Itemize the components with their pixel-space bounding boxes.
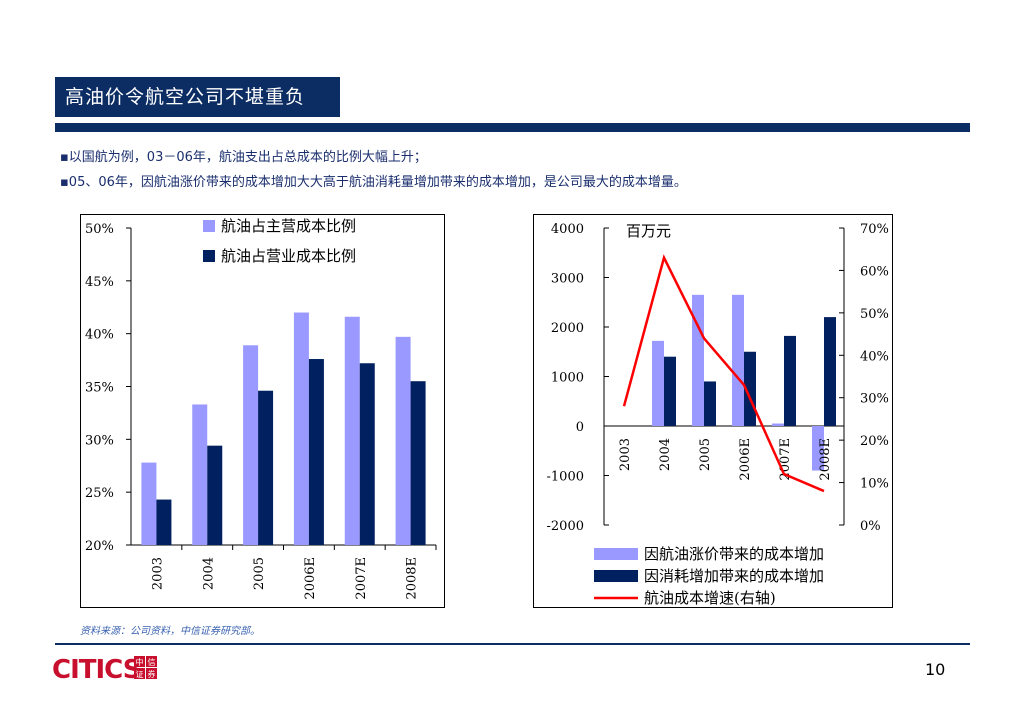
- bar-operating: [308, 359, 324, 545]
- citics-logo-svg: CITICS 中信证券: [52, 655, 157, 685]
- y-tick-label: 2000: [551, 321, 584, 336]
- y-tick-label: 20%: [85, 539, 114, 554]
- citics-logo: CITICS 中信证券: [52, 652, 162, 690]
- y-tick-label: 50%: [85, 222, 114, 237]
- chart-fuel-cost-ratio: 20% 25% 30% 35% 40% 45% 50% 2003 2004 2005 2006E 20…: [80, 214, 445, 608]
- y-tick-label: -1000: [547, 470, 584, 485]
- bar-operating: [207, 445, 223, 545]
- bar-consumption: [704, 381, 716, 426]
- bar-operating: [258, 390, 274, 545]
- x-tick-label: 2005: [698, 438, 713, 471]
- x-tick-label: 2003: [150, 557, 165, 590]
- bar-price: [692, 294, 704, 426]
- chart-cost-increase: -2000 -1000 0 1000 2000 3000 4000 0% 10% 20% 30% 40…: [533, 214, 893, 608]
- bar-main: [192, 404, 208, 545]
- x-tick-label: 2008E: [818, 438, 833, 481]
- y2-tick-label: 50%: [860, 307, 889, 322]
- y-tick-label: 45%: [85, 275, 114, 290]
- bullet-2: ▪05、06年，因航油涨价带来的成本增加大大高于航油消耗量增加带来的成本增加，是…: [60, 175, 687, 190]
- x-tick-label: 2004: [201, 557, 216, 590]
- legend-label: 航油占主营成本比例: [221, 217, 356, 235]
- source-note: 资料来源：公司资料，中信证券研究部。: [80, 626, 260, 637]
- bar-consumption: [824, 317, 836, 426]
- y2-tick-label: 0%: [860, 519, 881, 534]
- bar-main: [344, 316, 360, 545]
- page-title: 高油价令航空公司不堪重负: [55, 77, 340, 117]
- legend-swatch: [203, 250, 215, 262]
- bullet-1: ▪以国航为例，03－06年，航油支出占总成本的比例大幅上升；: [60, 150, 427, 165]
- logo-wordmark: CITICS: [52, 655, 140, 685]
- legend-swatch: [594, 548, 638, 560]
- y-tick-label: 25%: [85, 486, 114, 501]
- x-tick-label: 2008E: [405, 557, 420, 600]
- page-number: 10: [925, 660, 946, 679]
- y-tick-label: 3000: [551, 272, 584, 287]
- y-tick-label: -2000: [547, 519, 584, 534]
- logo-seal-char: 证: [136, 670, 144, 679]
- bar-operating: [410, 381, 426, 545]
- y2-tick-label: 30%: [860, 392, 889, 407]
- growth-line: [622, 254, 825, 493]
- bar-consumption: [784, 335, 796, 426]
- y-tick-label: 0: [576, 420, 584, 435]
- logo-seal: 中信证券: [134, 656, 157, 679]
- footer-rule: [55, 643, 970, 645]
- legend-label: 因航油涨价带来的成本增加: [644, 545, 824, 563]
- x-tick-label: 2003: [618, 438, 633, 471]
- logo-seal-cell: [146, 668, 157, 679]
- y2-tick-label: 70%: [860, 222, 889, 237]
- y2-tick-label: 10%: [860, 477, 889, 492]
- legend-swatch: [594, 570, 638, 582]
- bar-price: [652, 340, 664, 426]
- y-tick-label: 40%: [85, 328, 114, 343]
- bar-operating: [359, 363, 375, 545]
- y2-tick-label: 40%: [860, 349, 889, 364]
- logo-seal-cell: [134, 668, 145, 679]
- logo-seal-char: 信: [148, 657, 156, 667]
- x-tick-label: 2005: [252, 557, 267, 590]
- y2-tick-label: 20%: [860, 434, 889, 449]
- y-tick-label: 30%: [85, 433, 114, 448]
- y-tick-label: 4000: [551, 222, 584, 237]
- bar-consumption: [664, 356, 676, 426]
- unit-label: 百万元: [626, 222, 671, 240]
- legend-swatch: [203, 220, 215, 232]
- bar-price: [772, 423, 784, 426]
- title-rule: [55, 123, 970, 132]
- legend-label: 航油成本增速(右轴): [644, 589, 776, 607]
- x-tick-label: 2004: [658, 438, 673, 471]
- bar-main: [141, 462, 157, 545]
- x-tick-label: 2006E: [303, 557, 318, 600]
- logo-seal-char: 券: [148, 669, 156, 679]
- bar-main: [293, 312, 309, 545]
- logo-seal-char: 中: [136, 657, 144, 667]
- chart-cost-increase-svg: -2000 -1000 0 1000 2000 3000 4000 0% 10% 20% 30% 40…: [547, 222, 889, 607]
- x-tick-label: 2006E: [738, 438, 753, 481]
- legend-label: 因消耗增加带来的成本增加: [644, 567, 824, 585]
- bar-operating: [156, 499, 172, 545]
- x-tick-label: 2007E: [354, 557, 369, 600]
- bar-main: [395, 336, 411, 545]
- logo-seal-cell: [134, 656, 145, 667]
- y-tick-label: 35%: [85, 381, 114, 396]
- bar-price: [732, 294, 744, 426]
- bar-main: [243, 345, 259, 545]
- logo-seal-cell: [146, 656, 157, 667]
- y-tick-label: 1000: [551, 371, 584, 386]
- y2-tick-label: 60%: [860, 264, 889, 279]
- bar-price: [812, 426, 824, 471]
- legend-label: 航油占营业成本比例: [221, 247, 356, 265]
- chart-fuel-cost-ratio-svg: 20% 25% 30% 35% 40% 45% 50% 2003 2004 2005 2006E 20…: [85, 217, 437, 600]
